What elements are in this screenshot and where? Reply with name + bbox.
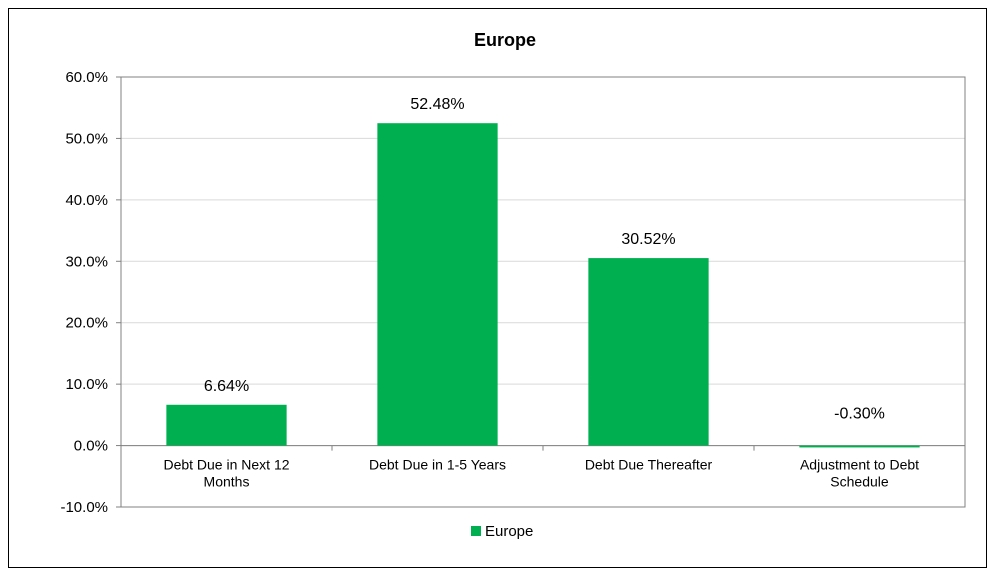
bar	[588, 258, 709, 446]
data-label: 30.52%	[621, 231, 675, 248]
category-label: Adjustment to Debt	[800, 457, 919, 473]
bars	[166, 123, 920, 448]
plot-area-border	[120, 76, 966, 508]
y-tick-labels: 60.0% 50.0% 40.0% 30.0% 20.0% 10.0% 0.0% -10.0%	[60, 69, 108, 516]
chart-title: Europe	[474, 30, 536, 50]
y-tick-label: 30.0%	[65, 253, 108, 270]
y-tick-label: 0.0%	[74, 438, 108, 455]
y-tick-label: 20.0%	[65, 315, 108, 332]
y-tick-label: 10.0%	[65, 376, 108, 393]
legend-swatch	[471, 526, 481, 536]
bar	[377, 123, 498, 446]
y-tick-label: 50.0%	[65, 130, 108, 147]
legend: Europe	[471, 523, 533, 540]
y-tick-label: 40.0%	[65, 192, 108, 209]
y-tick-label: 60.0%	[65, 69, 108, 86]
bar	[166, 404, 287, 446]
data-label: 6.64%	[204, 378, 249, 395]
bar	[799, 445, 920, 448]
legend-label: Europe	[485, 523, 533, 540]
category-label: Debt Due in Next 12	[163, 457, 289, 473]
data-labels: 6.64% 52.48% 30.52% -0.30%	[204, 96, 885, 422]
category-label: Debt Due in 1-5 Years	[369, 457, 506, 473]
category-label: Schedule	[830, 474, 889, 490]
category-label: Debt Due Thereafter	[585, 457, 713, 473]
data-label: 52.48%	[410, 96, 464, 113]
category-label: Months	[204, 474, 250, 490]
y-tick-label: -10.0%	[60, 499, 108, 516]
data-label: -0.30%	[834, 406, 885, 423]
